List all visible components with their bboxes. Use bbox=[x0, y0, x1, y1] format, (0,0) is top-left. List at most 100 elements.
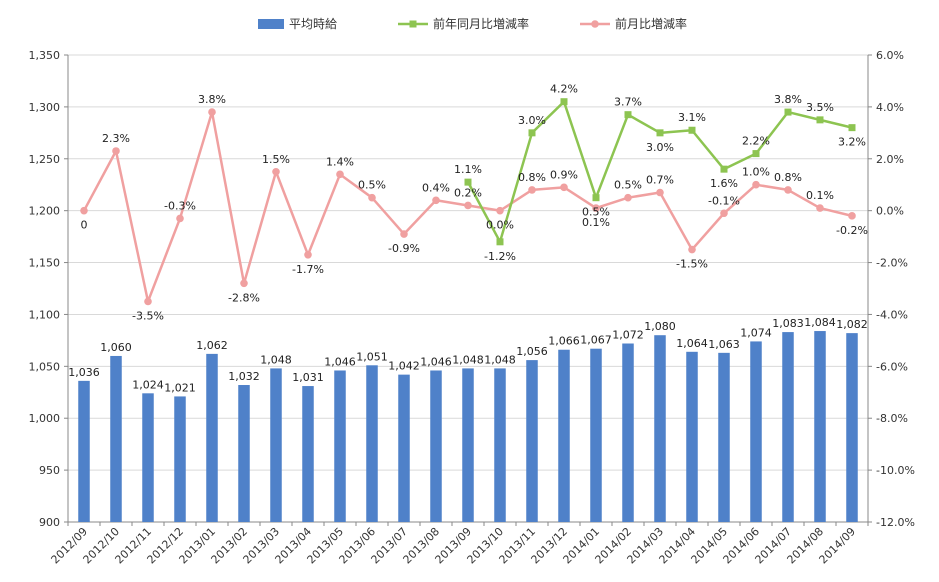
bar bbox=[622, 343, 634, 522]
line-value-label: 0.1% bbox=[582, 216, 610, 229]
line-value-label: -0.2% bbox=[836, 224, 868, 237]
line-point-circle bbox=[336, 170, 344, 179]
line-point-circle bbox=[400, 230, 408, 238]
bar bbox=[494, 368, 506, 522]
right-axis-tick-label: 6.0% bbox=[876, 49, 904, 62]
bar-value-label: 1,046 bbox=[420, 355, 452, 368]
left-axis-tick-label: 950 bbox=[39, 464, 60, 477]
line-value-label: 0.8% bbox=[518, 171, 546, 184]
bar-value-label: 1,084 bbox=[804, 316, 836, 329]
line-value-label: -0.3% bbox=[164, 199, 196, 212]
bar bbox=[270, 368, 282, 522]
left-axis-tick-label: 1,250 bbox=[29, 153, 61, 166]
left-axis-tick-label: 1,300 bbox=[29, 101, 61, 114]
bar bbox=[590, 348, 602, 522]
bar bbox=[302, 386, 314, 522]
bar bbox=[718, 352, 730, 522]
line-value-label: 1.6% bbox=[710, 177, 738, 190]
line-point-circle bbox=[752, 180, 760, 189]
right-axis-tick-label: -4.0% bbox=[876, 308, 908, 321]
bar-value-label: 1,062 bbox=[196, 339, 228, 352]
line-value-label: 4.2% bbox=[550, 83, 578, 96]
bar bbox=[846, 333, 858, 522]
right-axis-tick-label: -6.0% bbox=[876, 360, 908, 373]
bar bbox=[206, 353, 218, 522]
left-axis-tick-label: 1,050 bbox=[29, 360, 61, 373]
bar-value-label: 1,082 bbox=[836, 318, 868, 331]
line-value-label: 2.2% bbox=[742, 135, 770, 148]
line-value-label: 1.5% bbox=[262, 153, 290, 166]
line-point-square bbox=[752, 150, 760, 158]
line-point-circle bbox=[80, 206, 88, 215]
left-axis-tick-label: 1,200 bbox=[29, 205, 61, 218]
line-point-circle bbox=[144, 297, 152, 306]
left-axis-tick-label: 1,100 bbox=[29, 308, 61, 321]
bar bbox=[142, 393, 154, 522]
bar bbox=[398, 374, 410, 522]
right-axis-tick-label: -2.0% bbox=[876, 257, 908, 270]
line-value-label: 3.5% bbox=[806, 101, 834, 114]
legend-marker-square bbox=[409, 20, 417, 28]
bar bbox=[654, 335, 666, 522]
line-point-square bbox=[720, 165, 728, 173]
legend-item: 前月比増減率 bbox=[580, 16, 687, 31]
line-value-label: 3.1% bbox=[678, 111, 706, 124]
line-point-circle bbox=[432, 196, 440, 205]
line-point-square bbox=[528, 129, 536, 137]
bar bbox=[526, 360, 538, 522]
line-value-label: 3.8% bbox=[774, 93, 802, 106]
line-point-circle bbox=[496, 206, 504, 215]
line-value-label: -0.1% bbox=[708, 194, 740, 207]
line-point-circle bbox=[720, 209, 728, 218]
right-axis-tick-label: 2.0% bbox=[876, 153, 904, 166]
right-axis-tick-label: -8.0% bbox=[876, 412, 908, 425]
line-point-circle bbox=[528, 186, 536, 194]
bar-value-label: 1,056 bbox=[516, 345, 548, 358]
line-point-circle bbox=[688, 245, 696, 254]
line-point-circle bbox=[240, 279, 248, 288]
line-point-square bbox=[784, 108, 792, 116]
line-point-circle bbox=[656, 188, 664, 197]
line-value-label: 0.1% bbox=[806, 189, 834, 202]
legend-label: 前年同月比増減率 bbox=[433, 16, 529, 31]
bar bbox=[110, 355, 122, 522]
bar bbox=[430, 370, 442, 522]
line-point-circle bbox=[816, 204, 824, 212]
line-value-label: 3.0% bbox=[518, 114, 546, 127]
bar bbox=[814, 331, 826, 522]
bar bbox=[238, 385, 250, 522]
bar bbox=[686, 351, 698, 522]
bar bbox=[782, 332, 794, 522]
line-point-circle bbox=[592, 204, 600, 212]
bar-value-label: 1,051 bbox=[356, 350, 388, 363]
right-axis-tick-label: -12.0% bbox=[876, 516, 915, 529]
bar-value-label: 1,048 bbox=[260, 353, 292, 366]
bar-value-label: 1,060 bbox=[100, 341, 132, 354]
line-value-label: 1.1% bbox=[454, 163, 482, 176]
line-value-label: 0.9% bbox=[550, 168, 578, 181]
line-value-label: -0.9% bbox=[388, 242, 420, 255]
line-point-circle bbox=[560, 183, 568, 192]
line-point-circle bbox=[272, 167, 280, 176]
line-value-label: -1.5% bbox=[676, 258, 708, 271]
bar bbox=[558, 349, 570, 522]
line-value-label: 3.7% bbox=[614, 96, 642, 109]
bar-value-label: 1,067 bbox=[580, 334, 612, 347]
line-value-label: 3.8% bbox=[198, 93, 226, 106]
bar-value-label: 1,042 bbox=[388, 360, 420, 373]
right-axis-tick-label: 0.0% bbox=[876, 205, 904, 218]
bar-value-label: 1,032 bbox=[228, 370, 260, 383]
bar-value-label: 1,048 bbox=[484, 353, 516, 366]
bar-value-label: 1,074 bbox=[740, 326, 772, 339]
legend-swatch-bar bbox=[258, 19, 284, 29]
line-value-label: 3.0% bbox=[646, 141, 674, 154]
line-point-circle bbox=[176, 214, 184, 223]
line-point-square bbox=[464, 178, 472, 186]
line-point-square bbox=[624, 111, 632, 119]
right-axis-tick-label: 4.0% bbox=[876, 101, 904, 114]
bar-value-label: 1,031 bbox=[292, 371, 324, 384]
line-value-label: 0.5% bbox=[582, 206, 610, 219]
line-point-square bbox=[656, 129, 664, 137]
